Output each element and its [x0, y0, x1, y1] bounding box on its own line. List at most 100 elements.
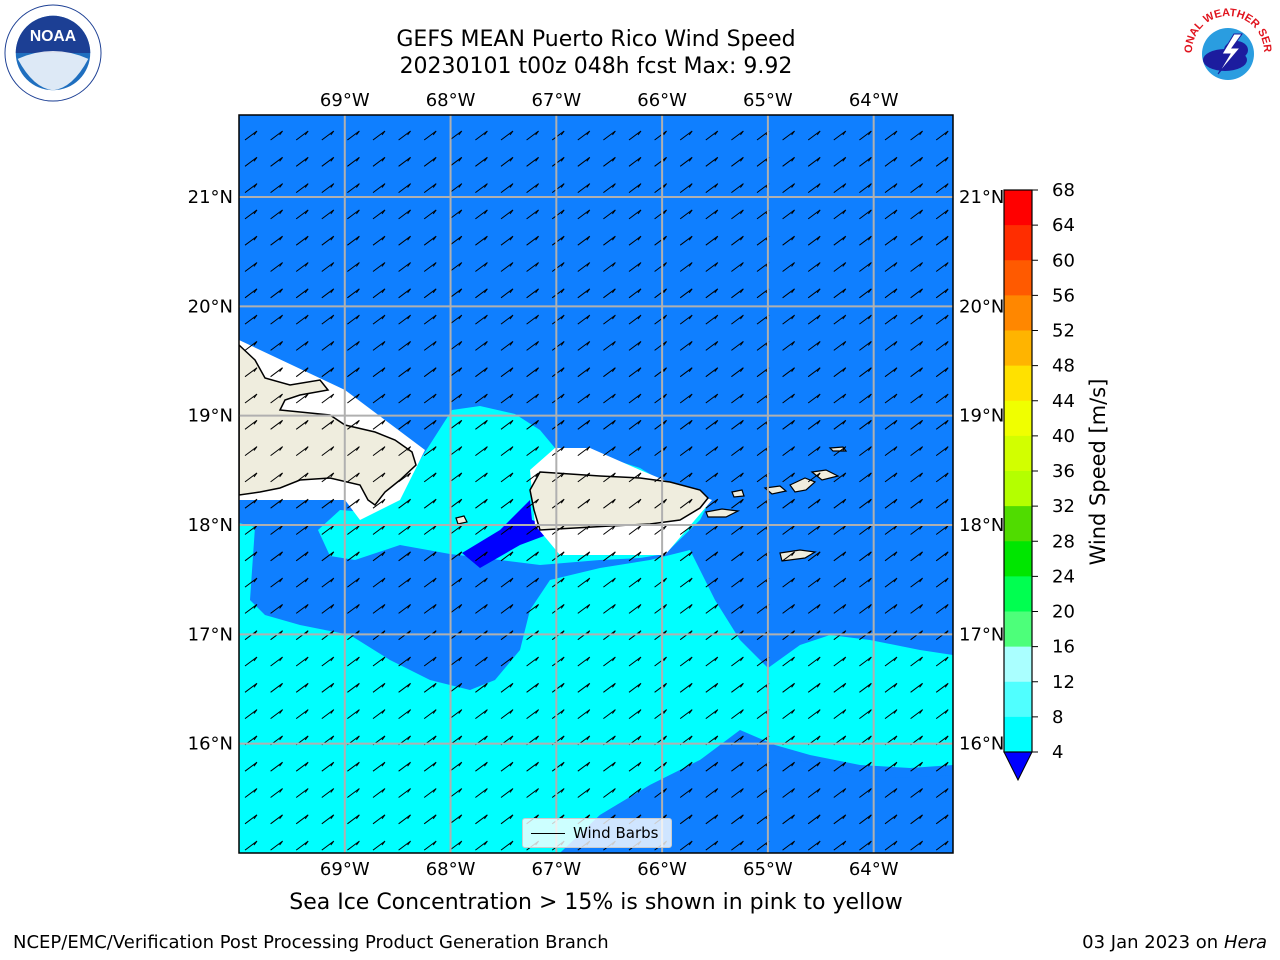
wind-barb: [244, 498, 258, 509]
wind-barb: [833, 814, 847, 825]
wind-barb: [935, 419, 949, 430]
wind-barb: [577, 656, 591, 667]
wind-barb: [475, 577, 488, 588]
wind-barb: [731, 840, 744, 851]
wind-barb: [705, 840, 719, 851]
wind-barb: [500, 130, 514, 141]
wind-barb: [423, 419, 437, 430]
wind-barb: [859, 367, 872, 378]
lon-labels-bottom: 69°W 68°W 67°W 66°W 65°W 64°W: [320, 859, 899, 880]
footer-date: 03 Jan 2023 on Hera: [1082, 932, 1267, 953]
wind-barb: [833, 314, 847, 325]
wind-barb: [628, 525, 642, 535]
wind-barb: [654, 498, 667, 509]
wind-barb: [628, 761, 642, 772]
wind-barb: [705, 472, 719, 483]
wind-barb: [347, 419, 360, 430]
wind-barb: [603, 788, 616, 798]
lat-label-left: 17°N: [188, 624, 233, 645]
wind-barb: [372, 235, 386, 246]
wind-barb: [347, 314, 360, 325]
lon-label-top: 64°W: [849, 90, 899, 111]
wind-barb: [526, 682, 539, 693]
wind-barb: [423, 604, 437, 614]
wind-barb: [628, 498, 642, 509]
lat-label-right: 21°N: [959, 187, 1004, 208]
wind-barb: [577, 419, 591, 430]
wind-barb: [449, 393, 463, 404]
colorbar-band: [1004, 365, 1032, 402]
wind-barb: [295, 525, 309, 535]
wind-barb: [500, 525, 514, 535]
wind-barb: [423, 814, 437, 825]
wind-barb: [833, 209, 847, 220]
wind-barb: [270, 183, 283, 193]
wind-barb: [295, 709, 309, 719]
wind-barb: [884, 577, 898, 588]
wind-barb: [423, 761, 437, 772]
wind-barb: [398, 288, 411, 299]
wind-barb: [500, 156, 514, 167]
wind-barb: [935, 446, 949, 456]
wind-barb: [551, 262, 565, 272]
lat-label-right: 18°N: [959, 515, 1004, 536]
colorbar-tick-label: 56: [1052, 285, 1075, 306]
wind-barb: [423, 525, 437, 535]
wind-barb: [551, 235, 565, 246]
wind-barb: [705, 577, 719, 588]
wind-barb: [423, 183, 437, 193]
wind-barb: [654, 235, 667, 246]
wind-barb: [577, 156, 591, 167]
lat-label-right: 17°N: [959, 624, 1004, 645]
colorbar-band: [1004, 260, 1032, 296]
wind-barb: [884, 761, 898, 772]
wind-barb: [935, 577, 949, 588]
wind-barb: [833, 840, 847, 851]
colorbar-tick-label: 60: [1052, 250, 1075, 271]
wind-barb: [884, 288, 898, 299]
wind-barb: [859, 156, 872, 167]
wind-barb: [449, 288, 463, 299]
wind-barb: [321, 682, 335, 693]
wind-barb: [347, 262, 360, 272]
wind-barb: [321, 788, 335, 798]
wind-barb: [731, 709, 744, 719]
wind-barb: [295, 367, 309, 378]
wind-barb: [551, 183, 565, 193]
wind-barb: [500, 446, 514, 456]
wind-8-12-band-south: [239, 523, 953, 853]
wind-barb: [679, 551, 693, 562]
wind-barb: [731, 393, 744, 404]
wind-barb: [551, 761, 565, 772]
wind-barb: [270, 656, 283, 667]
wind-barb: [295, 551, 309, 562]
wind-barb: [679, 656, 693, 667]
wind-barb: [270, 577, 283, 588]
wind-barb: [244, 393, 258, 404]
st-croix-island: [779, 549, 817, 562]
wind-barb: [807, 235, 821, 246]
wind-barb: [500, 498, 514, 509]
wind-barb: [398, 656, 411, 667]
wind-barb: [321, 709, 335, 719]
wind-barb: [910, 814, 923, 825]
wind-barb: [551, 314, 565, 325]
wind-barb: [782, 209, 795, 220]
wind-barb: [884, 551, 898, 562]
wind-barb: [654, 209, 667, 220]
wind-barb: [628, 577, 642, 588]
colorbar-tick-label: 64: [1052, 215, 1075, 236]
wind-barb: [628, 709, 642, 719]
wind-barb: [731, 814, 744, 825]
wind-barb: [423, 446, 437, 456]
wind-barb: [500, 840, 514, 851]
map-title: GEFS MEAN Puerto Rico Wind Speed: [396, 27, 796, 52]
wind-barb: [347, 156, 360, 167]
wind-barb: [321, 840, 335, 851]
wind-barb: [654, 682, 667, 693]
wind-barb: [859, 656, 872, 667]
wind-barb: [859, 419, 872, 430]
wind-barb: [526, 788, 539, 798]
wind-barb: [603, 472, 616, 483]
wind-barb: [423, 288, 437, 299]
